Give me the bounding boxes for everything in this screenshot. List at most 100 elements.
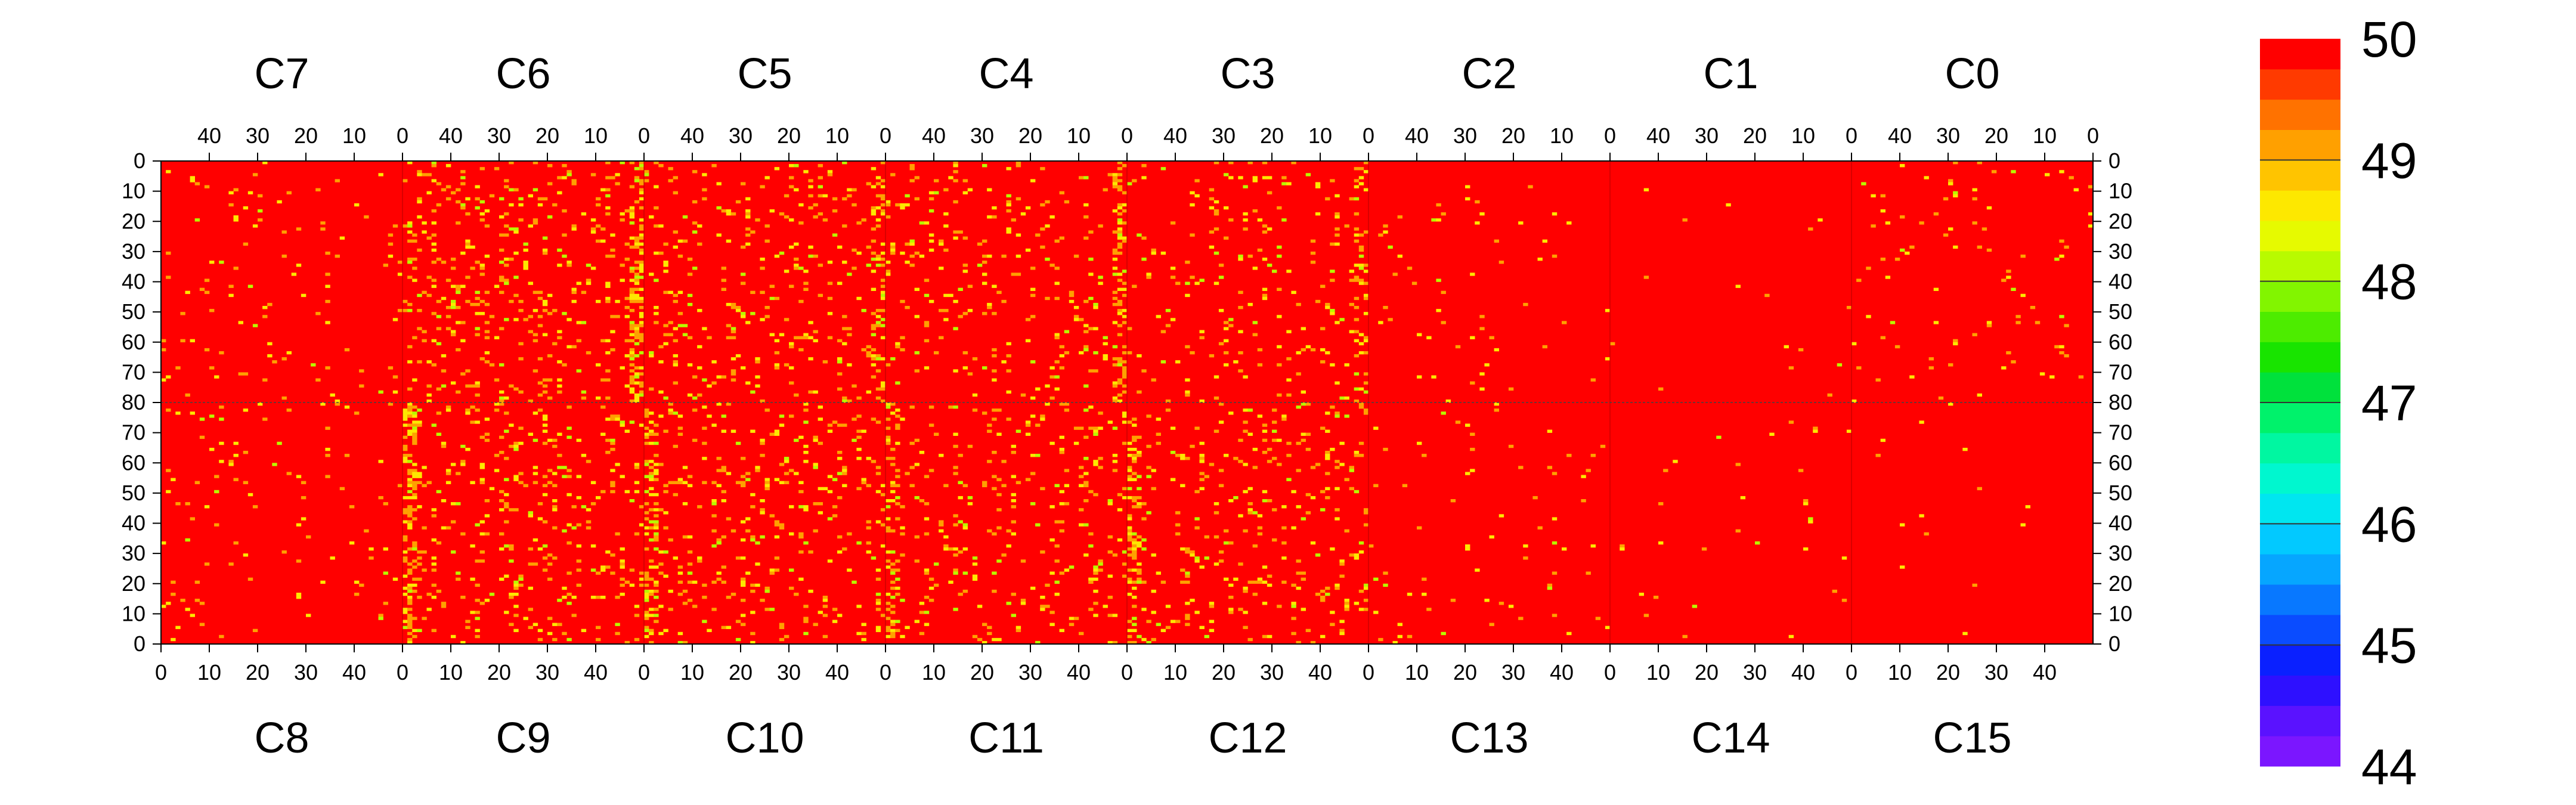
heatmap-cell <box>654 608 659 611</box>
heatmap-cell <box>1079 523 1084 527</box>
heatmap-cell <box>171 478 176 481</box>
heatmap-cell <box>958 550 963 554</box>
heatmap-cell <box>654 278 659 282</box>
heatmap-cell <box>1358 342 1364 346</box>
heatmap-cell <box>982 640 987 645</box>
heatmap-cell <box>1199 336 1205 339</box>
heatmap-cell <box>1238 330 1243 333</box>
heatmap-cell <box>407 623 413 626</box>
heatmap-cell <box>1238 608 1243 611</box>
heatmap-cell <box>185 538 190 542</box>
left-y-tick-label: 70 <box>122 360 145 384</box>
heatmap-cell <box>431 242 436 246</box>
heatmap-cell <box>557 264 562 267</box>
heatmap-cell <box>209 447 215 451</box>
heatmap-cell <box>402 224 408 228</box>
heatmap-cell <box>760 185 765 188</box>
heatmap-cell <box>847 194 852 198</box>
heatmap-cell <box>919 221 925 225</box>
heatmap-cell <box>880 357 886 361</box>
heatmap-cell <box>769 432 775 436</box>
heatmap-cell <box>1117 273 1123 276</box>
heatmap-cell <box>1213 251 1219 255</box>
heatmap-cell <box>1059 402 1064 406</box>
heatmap-cell <box>1224 454 1229 457</box>
heatmap-cell <box>1267 499 1272 503</box>
heatmap-cell <box>1441 290 1446 295</box>
heatmap-cell <box>909 254 915 258</box>
top-x-tick-label: 20 <box>294 123 318 148</box>
heatmap-cell <box>388 233 394 237</box>
heatmap-cell <box>639 248 645 252</box>
heatmap-cell <box>407 520 413 524</box>
heatmap-cell <box>890 634 896 639</box>
heatmap-cell <box>1185 602 1190 605</box>
heatmap-cell <box>499 233 504 237</box>
left-y-tick-label: 80 <box>122 390 145 414</box>
heatmap-cell <box>639 299 645 304</box>
heatmap-cell <box>962 270 968 273</box>
heatmap-cell <box>1658 502 1664 506</box>
heatmap-cell <box>886 261 891 264</box>
heatmap-cell <box>2088 185 2094 188</box>
heatmap-cell <box>596 596 601 599</box>
heatmap-cell <box>436 203 442 207</box>
heatmap-cell <box>238 321 243 324</box>
heatmap-cell <box>1011 444 1016 448</box>
heatmap-cell <box>586 278 592 282</box>
heatmap-cell <box>1498 602 1504 605</box>
heatmap-cell <box>504 318 509 321</box>
heatmap-cell <box>1320 360 1326 364</box>
heatmap-cell <box>1358 267 1364 270</box>
heatmap-cell <box>1479 387 1485 391</box>
heatmap-cell <box>1079 318 1084 321</box>
heatmap-cell <box>1267 264 1272 267</box>
heatmap-cell <box>484 290 490 295</box>
heatmap-cell <box>1252 580 1258 584</box>
heatmap-cell <box>837 451 843 454</box>
heatmap-cell <box>407 481 413 484</box>
heatmap-cell <box>470 302 475 306</box>
heatmap-cell <box>649 466 654 469</box>
heatmap-cell <box>837 339 843 343</box>
heatmap-cell <box>1267 447 1272 451</box>
heatmap-cell <box>1127 466 1132 469</box>
heatmap-cell <box>378 614 383 617</box>
heatmap-cell <box>581 396 587 400</box>
heatmap-cell <box>880 614 886 617</box>
heatmap-cell <box>1015 273 1021 276</box>
heatmap-cell <box>562 233 567 237</box>
heatmap-cell <box>204 348 210 352</box>
left-y-tick-label: 40 <box>122 270 145 294</box>
heatmap-cell <box>794 164 799 168</box>
colorbar-tick-label: 50 <box>2361 11 2417 67</box>
heatmap-cell <box>1643 614 1649 617</box>
heatmap-cell <box>654 478 659 481</box>
heatmap-cell <box>243 372 249 376</box>
heatmap-cell <box>412 565 417 569</box>
top-x-tick-label: 40 <box>439 123 463 148</box>
heatmap-cell <box>1894 345 1900 349</box>
heatmap-cell <box>1494 402 1499 406</box>
heatmap-cell <box>199 435 205 439</box>
heatmap-cell <box>1498 261 1504 264</box>
heatmap-cell <box>886 592 891 596</box>
heatmap-cell <box>456 287 461 291</box>
heatmap-cell <box>1354 296 1360 301</box>
heatmap-cell <box>953 523 958 527</box>
heatmap-cell <box>1228 611 1234 614</box>
heatmap-cell <box>779 626 785 629</box>
heatmap-cell <box>711 529 717 532</box>
heatmap-cell <box>1011 273 1016 276</box>
bottom-x-tick-label: 40 <box>2033 660 2057 685</box>
heatmap-cell <box>1262 224 1268 228</box>
heatmap-cell <box>953 432 958 436</box>
heatmap-cell <box>1141 176 1147 179</box>
heatmap-cell <box>547 577 553 581</box>
heatmap-cell <box>1363 161 1369 165</box>
heatmap-cell <box>1190 203 1195 207</box>
heatmap-cell <box>880 258 886 261</box>
heatmap-cell <box>1402 484 1408 488</box>
heatmap-cell <box>320 402 326 406</box>
heatmap-cell <box>875 472 881 475</box>
